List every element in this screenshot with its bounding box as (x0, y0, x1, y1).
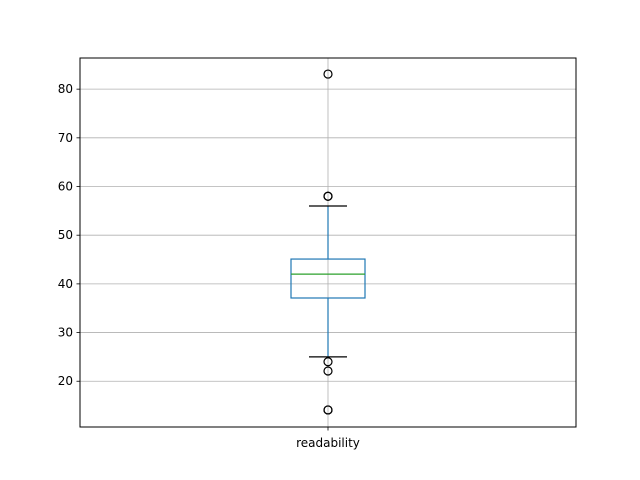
flier-point (323, 405, 333, 415)
y-tick-label: 80 (58, 82, 73, 96)
y-tick-label: 50 (58, 228, 73, 242)
flier-point (323, 357, 333, 367)
y-axis: 20 30 40 50 60 70 80 (58, 82, 80, 388)
flier-point (323, 191, 333, 201)
y-tick-label: 30 (58, 326, 73, 340)
x-axis: readability (296, 427, 360, 450)
y-tick-label: 60 (58, 180, 73, 194)
x-tick-label: readability (296, 436, 360, 450)
y-tick-label: 40 (58, 277, 73, 291)
gridlines (80, 58, 576, 427)
plot-area (290, 69, 366, 415)
box (290, 258, 366, 299)
flier-point (323, 69, 333, 79)
flier-point (323, 366, 333, 376)
y-tick-label: 70 (58, 131, 73, 145)
y-tick-label: 20 (58, 374, 73, 388)
